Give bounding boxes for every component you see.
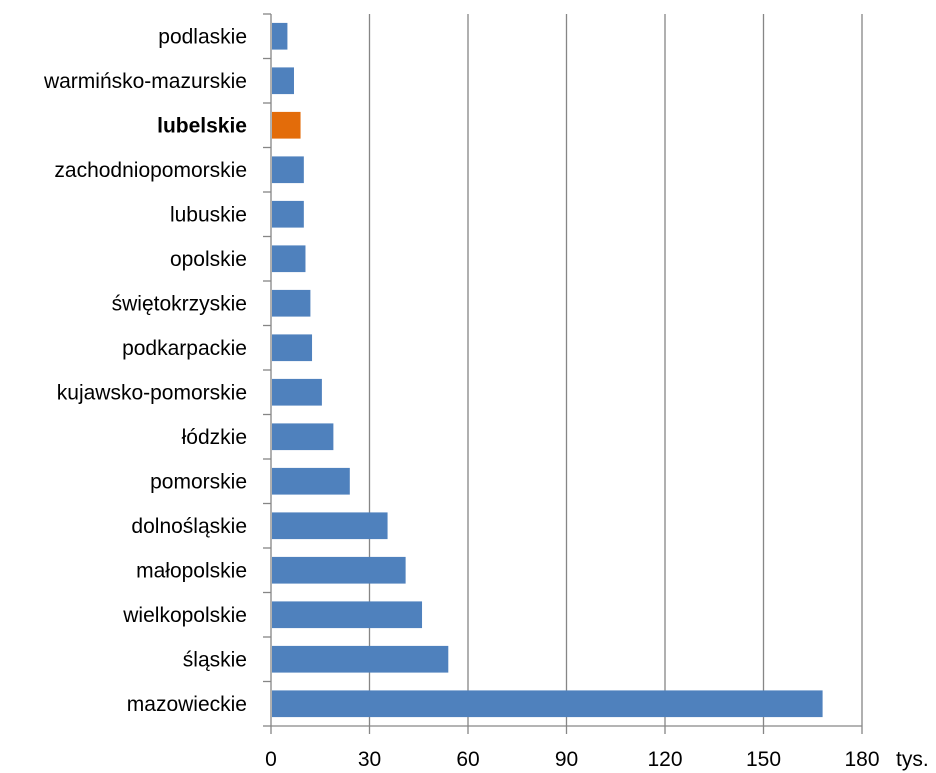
x-axis-unit-label: tys. xyxy=(896,748,929,771)
x-tick-label: 150 xyxy=(746,748,781,771)
bar-podkarpackie xyxy=(272,334,313,362)
bar-opolskie xyxy=(272,245,306,273)
category-label: śląskie xyxy=(183,648,247,671)
category-label: świętokrzyskie xyxy=(112,292,247,315)
bar-zachodniopomorskie xyxy=(272,156,304,184)
category-label: małopolskie xyxy=(136,559,247,582)
x-tick-label: 120 xyxy=(647,748,682,771)
category-label: dolnośląskie xyxy=(131,515,247,538)
bar-świętokrzyskie xyxy=(272,289,311,317)
category-label: lubelskie xyxy=(157,114,247,137)
category-label: kujawsko-pomorskie xyxy=(57,381,247,404)
tick-labels: 0 30 60 90 120 150 180 xyxy=(265,748,879,771)
x-tick-label: 30 xyxy=(358,748,381,771)
bar-pomorskie xyxy=(272,467,350,495)
x-tick-label: 60 xyxy=(456,748,479,771)
bar-śląskie xyxy=(272,645,449,673)
x-tick-label: 0 xyxy=(265,748,277,771)
bars xyxy=(272,22,823,718)
bar-mazowieckie xyxy=(272,690,823,718)
bar-wielkopolskie xyxy=(272,601,423,629)
category-label: lubuskie xyxy=(170,203,247,226)
category-label: łódzkie xyxy=(182,426,247,449)
x-tick-label: 90 xyxy=(555,748,578,771)
category-label: wielkopolskie xyxy=(122,604,247,627)
x-tick-label: 180 xyxy=(844,748,879,771)
bar-lubelskie xyxy=(272,111,301,139)
category-label: opolskie xyxy=(170,248,247,271)
bar-warmińsko-mazurskie xyxy=(272,67,294,95)
bar-łódzkie xyxy=(272,423,334,451)
bar-małopolskie xyxy=(272,556,406,584)
category-label: podkarpackie xyxy=(122,337,247,360)
category-labels: podlaskie warmińsko-mazurskie lubelskie zac… xyxy=(43,25,247,716)
bar-podlaskie xyxy=(272,22,288,50)
axes xyxy=(263,13,863,734)
category-label: podlaskie xyxy=(158,25,247,48)
bar-kujawsko-pomorskie xyxy=(272,378,322,406)
category-label: pomorskie xyxy=(150,470,247,493)
bar-lubuskie xyxy=(272,200,304,228)
bar-dolnośląskie xyxy=(272,512,388,540)
category-label: zachodniopomorskie xyxy=(54,159,247,182)
gridlines xyxy=(368,14,863,726)
category-label: warmińsko-mazurskie xyxy=(43,70,247,93)
category-label: mazowieckie xyxy=(127,693,247,716)
